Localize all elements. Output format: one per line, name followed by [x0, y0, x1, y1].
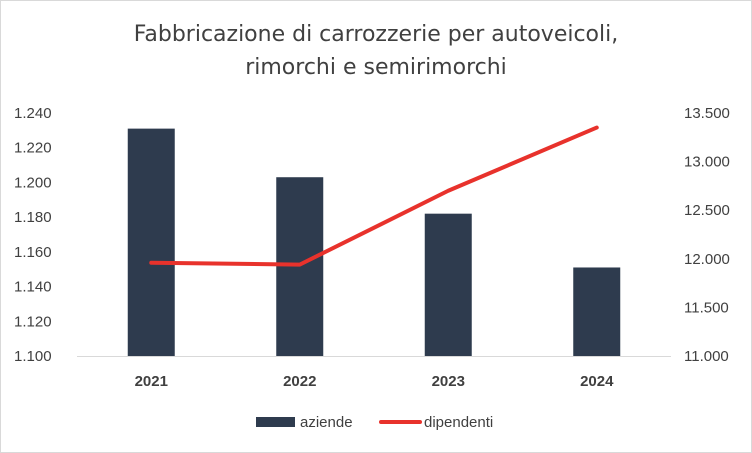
bar-aziende: [424, 213, 472, 356]
y-left-tick-label: 1.120: [14, 313, 52, 330]
y-left-tick-label: 1.180: [14, 209, 52, 226]
chart-title-line-2: rimorchi e semirimorchi: [245, 55, 507, 80]
y-left-tick-label: 1.160: [14, 244, 52, 261]
x-tick-label: 2021: [135, 373, 168, 390]
bar-aziende: [127, 128, 175, 356]
y-left-tick-label: 1.220: [14, 140, 52, 157]
chart-title: Fabbricazione di carrozzerie per autovei…: [0, 18, 752, 84]
y-right-tick-label: 13.500: [684, 105, 730, 122]
legend-label-dipendenti: dipendenti: [424, 414, 493, 431]
x-tick-label: 2024: [580, 373, 614, 390]
x-tick-label: 2022: [283, 373, 316, 390]
bar-aziende: [573, 267, 621, 356]
legend-swatch-aziende: [256, 417, 295, 427]
y-right-tick-label: 12.500: [684, 202, 730, 219]
x-tick-label: 2023: [432, 373, 465, 390]
y-right-tick-label: 13.000: [684, 154, 730, 171]
y-left-tick-label: 1.240: [14, 105, 52, 122]
y-left-tick-label: 1.140: [14, 279, 52, 296]
y-right-tick-label: 11.000: [684, 348, 729, 365]
legend-label-aziende: aziende: [300, 414, 353, 431]
y-right-tick-label: 12.000: [684, 251, 730, 268]
line-dipendenti: [149, 125, 599, 267]
y-left-tick-label: 1.100: [14, 348, 52, 365]
chart-title-line-1: Fabbricazione di carrozzerie per autovei…: [133, 22, 619, 47]
y-left-tick-label: 1.200: [14, 174, 52, 191]
y-right-tick-label: 11.500: [684, 299, 729, 316]
